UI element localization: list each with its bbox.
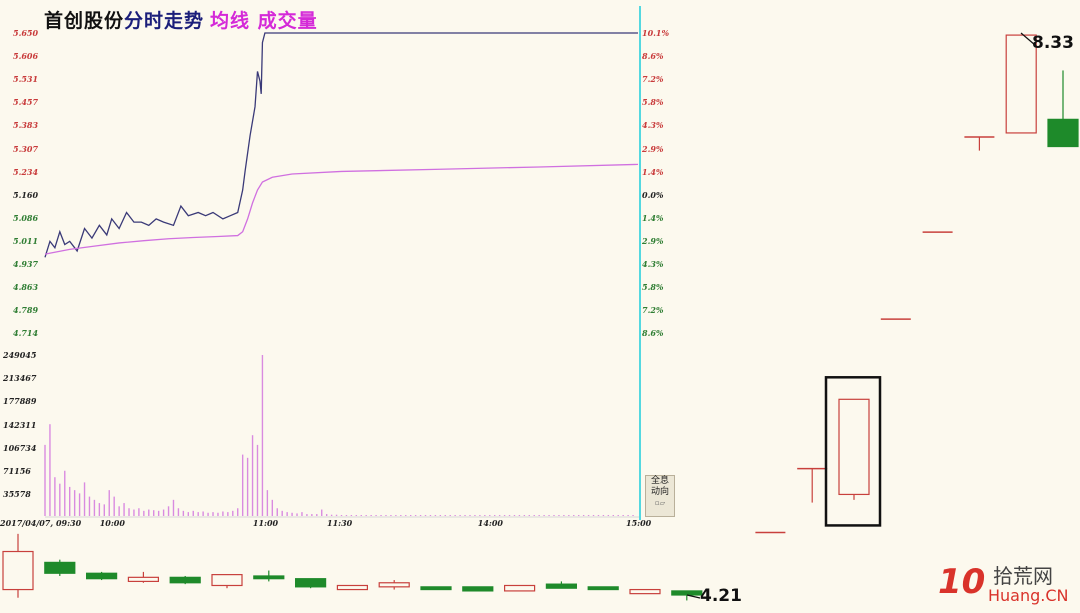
candle-body	[838, 398, 870, 496]
candle-body	[462, 586, 494, 592]
candle-body	[545, 583, 578, 589]
percent-tick-label: 7.2%	[642, 305, 664, 316]
price-tick-label: 5.234	[13, 166, 39, 177]
candle-body	[253, 575, 285, 580]
time-tick-label: 10:00	[99, 518, 125, 528]
button-label-line1: 全息	[650, 476, 669, 486]
logo-domain: Huang.CN	[988, 586, 1069, 605]
high-price-annotation: 8.33	[1032, 33, 1074, 53]
candle-body	[629, 588, 661, 595]
title-stock-name: 首创股份	[44, 10, 125, 32]
candle-body	[211, 574, 243, 587]
average-price-line	[44, 163, 639, 255]
price-tick-label: 5.606	[13, 51, 39, 62]
price-tick-label: 5.160	[13, 189, 39, 200]
candle-body	[504, 584, 536, 592]
price-tick-label: 4.937	[13, 259, 39, 269]
high-annotation-arrow	[1020, 32, 1036, 46]
price-tick-label: 4.714	[13, 328, 39, 339]
candle-body	[378, 582, 410, 588]
candle-body	[295, 578, 327, 588]
volume-tick-label: 142311	[3, 419, 37, 430]
percent-tick-label: 1.4%	[642, 166, 664, 177]
candle-body	[1047, 118, 1079, 148]
percent-tick-label: 2.9%	[642, 235, 664, 246]
chart-icon: ▫▱	[654, 499, 666, 507]
time-tick-label: 11:00	[252, 518, 279, 528]
price-tick-label: 4.789	[13, 305, 39, 316]
percent-tick-label: 8.6%	[642, 51, 664, 62]
percent-tick-label: 2.9%	[642, 143, 664, 154]
price-tick-label: 5.086	[13, 212, 39, 223]
time-tick-label: 11:30	[327, 518, 353, 528]
percent-tick-label: 4.3%	[642, 120, 664, 131]
percent-tick-label: 8.6%	[642, 328, 664, 339]
price-tick-label: 5.383	[13, 120, 39, 131]
candle-body	[44, 561, 76, 574]
time-tick-label: 15:00	[626, 518, 652, 528]
percent-tick-label: 5.8%	[642, 97, 664, 108]
button-label-line2: 动向	[650, 487, 669, 497]
title-intraday: 分时走势	[124, 10, 205, 32]
time-tick-label: 2017/04/07, 09:30	[0, 518, 82, 528]
volume-tick-label: 106734	[3, 442, 37, 453]
percent-tick-label: 7.2%	[642, 74, 664, 85]
price-tick-label: 5.531	[13, 74, 39, 85]
logo-name: 拾荒网	[993, 564, 1053, 588]
candle-body	[671, 590, 703, 596]
price-tick-label: 5.011	[13, 235, 39, 246]
low-price-annotation: 4.21	[700, 586, 742, 606]
candle-body	[420, 586, 452, 591]
volume-tick-label: 35578	[3, 489, 31, 500]
price-tick-label: 5.650	[13, 28, 39, 38]
price-tick-label: 4.863	[13, 282, 39, 293]
candle-body	[169, 576, 201, 584]
volume-tick-label: 71156	[3, 466, 31, 476]
candle-body	[2, 550, 34, 591]
percent-tick-label: 1.4%	[642, 212, 664, 223]
candle-body	[336, 584, 368, 591]
highlight-box	[824, 376, 882, 527]
volume-tick-label: 249045	[3, 350, 37, 360]
intraday-background	[40, 0, 640, 520]
candle-body	[127, 576, 159, 583]
percent-tick-label: 4.3%	[642, 259, 664, 269]
candle-body	[85, 572, 118, 580]
volume-tick-label: 177889	[3, 396, 37, 407]
logo-number: 10	[938, 562, 986, 602]
price-tick-label: 5.457	[13, 97, 39, 108]
candle-body	[1005, 34, 1037, 134]
percent-tick-label: 0.0%	[642, 189, 664, 200]
percent-tick-label: 10.1%	[642, 28, 670, 38]
watermark-logo: 10 拾荒网 Huang.CN	[938, 560, 1078, 610]
price-line	[44, 32, 638, 258]
chart-title: 首创股份分时走势 均线 成交量	[44, 6, 318, 33]
time-tick-label: 14:00	[477, 518, 503, 528]
percent-tick-label: 5.8%	[642, 282, 664, 293]
low-annotation-arrow	[686, 594, 701, 599]
volume-tick-label: 213467	[3, 373, 37, 384]
price-tick-label: 5.307	[13, 143, 39, 154]
holographic-trend-button[interactable]: 全息 动向 ▫▱	[645, 475, 675, 517]
title-avg-volume: 均线 成交量	[210, 10, 318, 32]
candle-body	[587, 586, 619, 591]
